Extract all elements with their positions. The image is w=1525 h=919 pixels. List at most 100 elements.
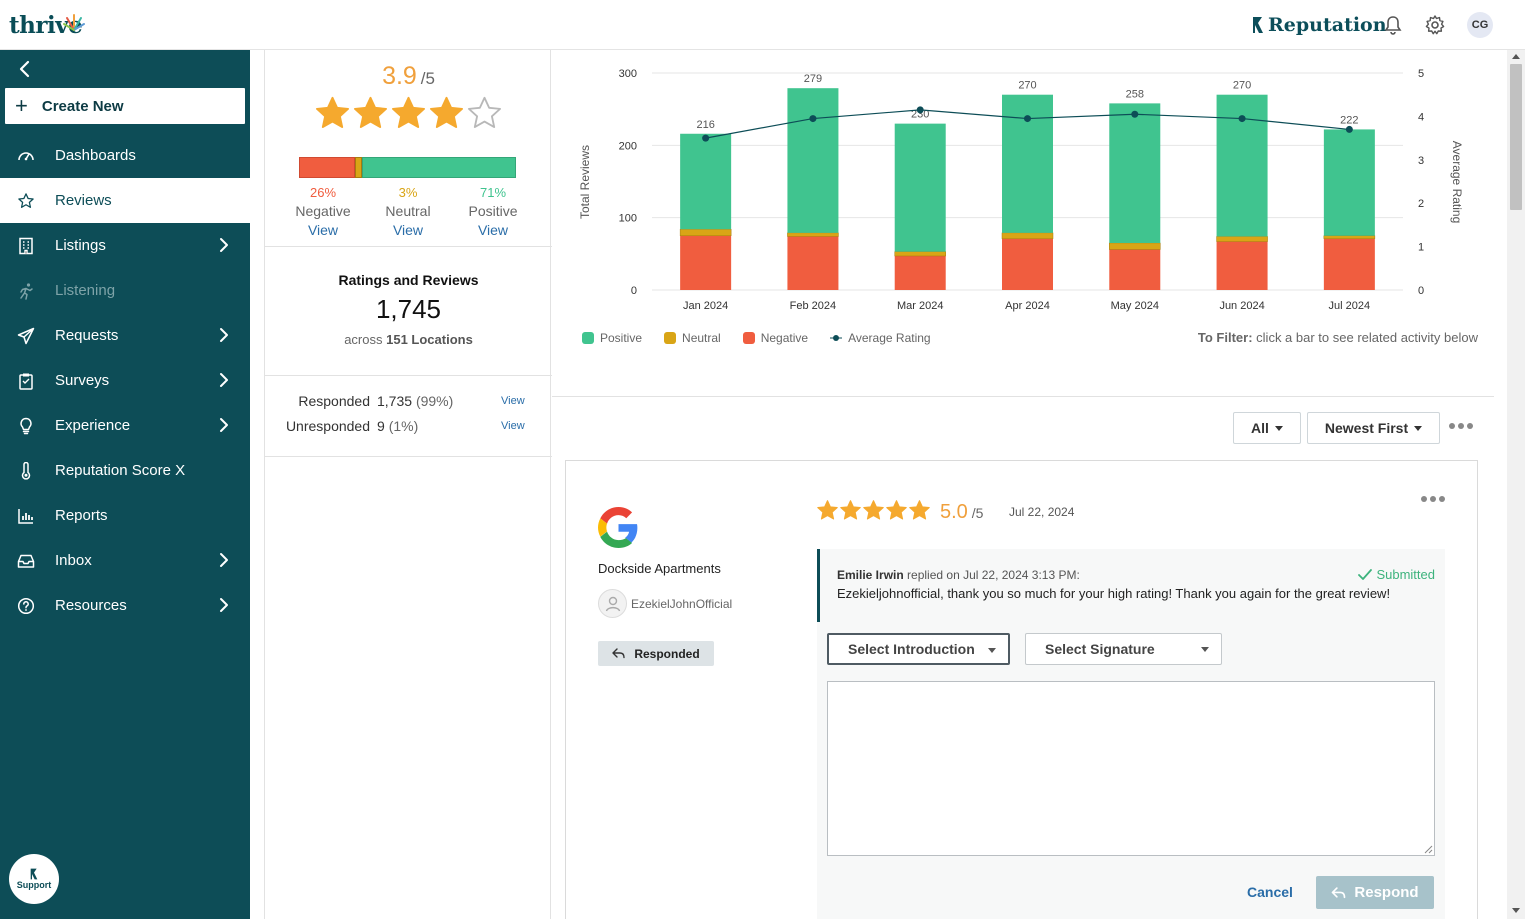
reputation-logo-icon [30, 868, 38, 880]
bar-neutral-may-2024[interactable] [1109, 242, 1161, 250]
bar-neutral-apr-2024[interactable] [1001, 232, 1054, 239]
more-options-icon[interactable] [1449, 423, 1473, 429]
chevron-right-icon[interactable] [218, 552, 230, 568]
response-textarea[interactable] [827, 681, 1435, 856]
gear-icon[interactable] [1424, 14, 1446, 36]
review-stars [816, 499, 931, 522]
star-filled-icon [316, 96, 349, 128]
sentiment-bar[interactable] [299, 157, 516, 178]
star-filled-icon [354, 96, 387, 128]
bar-positive-jul-2024[interactable] [1323, 129, 1375, 236]
sidebar-item-requests[interactable]: Requests [0, 313, 250, 358]
reputation-brand[interactable]: Reputation [1252, 14, 1387, 36]
sidebar-item-label: Listening [55, 282, 116, 299]
sidebar-item-listening[interactable]: Listening [0, 268, 250, 313]
sidebar-item-listings[interactable]: Listings [0, 223, 250, 268]
bell-icon[interactable] [1382, 14, 1404, 36]
average-rating-point[interactable] [1024, 115, 1031, 123]
bar-negative-mar-2024[interactable] [894, 256, 946, 290]
bar-neutral-mar-2024[interactable] [894, 251, 946, 257]
review-rating-value: 5.0 [940, 501, 968, 523]
sentiment-segment-positive[interactable] [362, 157, 516, 178]
bar-negative-apr-2024[interactable] [1002, 238, 1053, 290]
sentiment-view-link[interactable]: View [477, 222, 509, 238]
legend-line-dot-icon [830, 335, 843, 341]
cancel-button[interactable]: Cancel [1247, 884, 1293, 900]
business-name[interactable]: Dockside Apartments [598, 561, 721, 576]
bar-negative-jun-2024[interactable] [1216, 241, 1268, 290]
bar-neutral-feb-2024[interactable] [787, 232, 839, 237]
bar-positive-mar-2024[interactable] [894, 123, 946, 252]
scroll-up-icon[interactable] [1512, 54, 1520, 59]
chevron-right-icon[interactable] [218, 597, 230, 613]
select-introduction-dropdown[interactable]: Select Introduction [827, 633, 1010, 665]
bar-neutral-jun-2024[interactable] [1216, 236, 1268, 242]
sentiment-segment-negative[interactable] [299, 157, 355, 178]
legend-item-positive[interactable]: Positive [582, 331, 642, 345]
average-rating-value: 3.9 [382, 62, 417, 90]
sidebar-item-inbox[interactable]: Inbox [0, 538, 250, 583]
bar-negative-jan-2024[interactable] [680, 235, 732, 290]
brand-name: Reputation [1268, 14, 1387, 36]
average-rating-point[interactable] [702, 134, 710, 142]
unresponded-count-value: 9 [377, 418, 385, 434]
filter-all-dropdown[interactable]: All [1233, 412, 1301, 444]
bar-total-label: 222 [1340, 114, 1358, 126]
user-avatar[interactable]: CG [1467, 12, 1493, 38]
responded-count: 1,735 (99%) [377, 393, 453, 409]
chevron-right-icon[interactable] [218, 327, 230, 343]
star-filled-icon [863, 500, 884, 520]
average-rating-point[interactable] [809, 115, 817, 123]
sidebar-item-resources[interactable]: Resources [0, 583, 250, 628]
average-rating-point[interactable] [1131, 110, 1139, 118]
unresponded-view-link[interactable]: View [501, 420, 525, 432]
chart-legend: Positive Neutral Negative Average Rating [582, 331, 931, 345]
reply-meta-text: replied on Jul 22, 2024 3:13 PM: [907, 568, 1080, 582]
bar-neutral-jan-2024[interactable] [679, 228, 732, 237]
caret-down-icon [988, 648, 996, 653]
scroll-down-icon[interactable] [1512, 908, 1520, 913]
sidebar-item-reviews[interactable]: Reviews [0, 178, 250, 223]
resize-handle-icon[interactable] [1424, 845, 1433, 854]
responded-label: Responded [298, 393, 370, 409]
collapse-sidebar-icon[interactable] [14, 58, 36, 80]
divider [265, 246, 552, 247]
page-scrollbar[interactable] [1507, 50, 1525, 919]
chevron-right-icon[interactable] [218, 237, 230, 253]
bar-negative-feb-2024[interactable] [787, 236, 839, 290]
bar-positive-feb-2024[interactable] [787, 88, 839, 233]
average-rating-point[interactable] [1345, 125, 1353, 133]
sidebar-item-experience[interactable]: Experience [0, 403, 250, 448]
select-signature-dropdown[interactable]: Select Signature [1025, 633, 1222, 665]
bar-positive-jan-2024[interactable] [680, 133, 732, 230]
sentiment-label: Neutral [385, 203, 431, 219]
sentiment-view-link[interactable]: View [392, 222, 424, 238]
bar-negative-may-2024[interactable] [1109, 249, 1161, 290]
sentiment-view-link[interactable]: View [307, 222, 339, 238]
legend-item-average-rating[interactable]: Average Rating [830, 331, 931, 345]
reviews-chart: 0 100 200 300 0 1 2 3 4 5 Total Reviews Average Rat… [552, 50, 1507, 397]
bar-positive-may-2024[interactable] [1109, 103, 1161, 243]
responded-view-link[interactable]: View [501, 395, 525, 407]
status-badge: Responded [598, 641, 714, 666]
sentiment-segment-neutral[interactable] [355, 157, 362, 178]
chevron-right-icon[interactable] [218, 417, 230, 433]
review-more-options-icon[interactable] [1421, 496, 1445, 502]
respond-button[interactable]: Respond [1316, 876, 1434, 909]
sidebar-item-dashboards[interactable]: Dashboards [0, 133, 250, 178]
check-icon [1358, 568, 1373, 580]
scroll-thumb[interactable] [1510, 64, 1522, 210]
sort-dropdown[interactable]: Newest First [1307, 412, 1440, 444]
sidebar-item-surveys[interactable]: Surveys [0, 358, 250, 403]
legend-item-neutral[interactable]: Neutral [664, 331, 721, 345]
sidebar-item-reputation-score-x[interactable]: Reputation Score X [0, 448, 250, 493]
average-rating-point[interactable] [1238, 115, 1246, 123]
legend-item-negative[interactable]: Negative [742, 331, 808, 345]
create-new-button[interactable]: + Create New [5, 88, 245, 124]
average-rating-point[interactable] [916, 106, 924, 114]
bar-neutral-jul-2024[interactable] [1323, 235, 1376, 239]
chevron-right-icon[interactable] [218, 372, 230, 388]
bar-negative-jul-2024[interactable] [1323, 238, 1375, 290]
support-button[interactable]: Support [9, 854, 59, 904]
sidebar-item-reports[interactable]: Reports [0, 493, 250, 538]
